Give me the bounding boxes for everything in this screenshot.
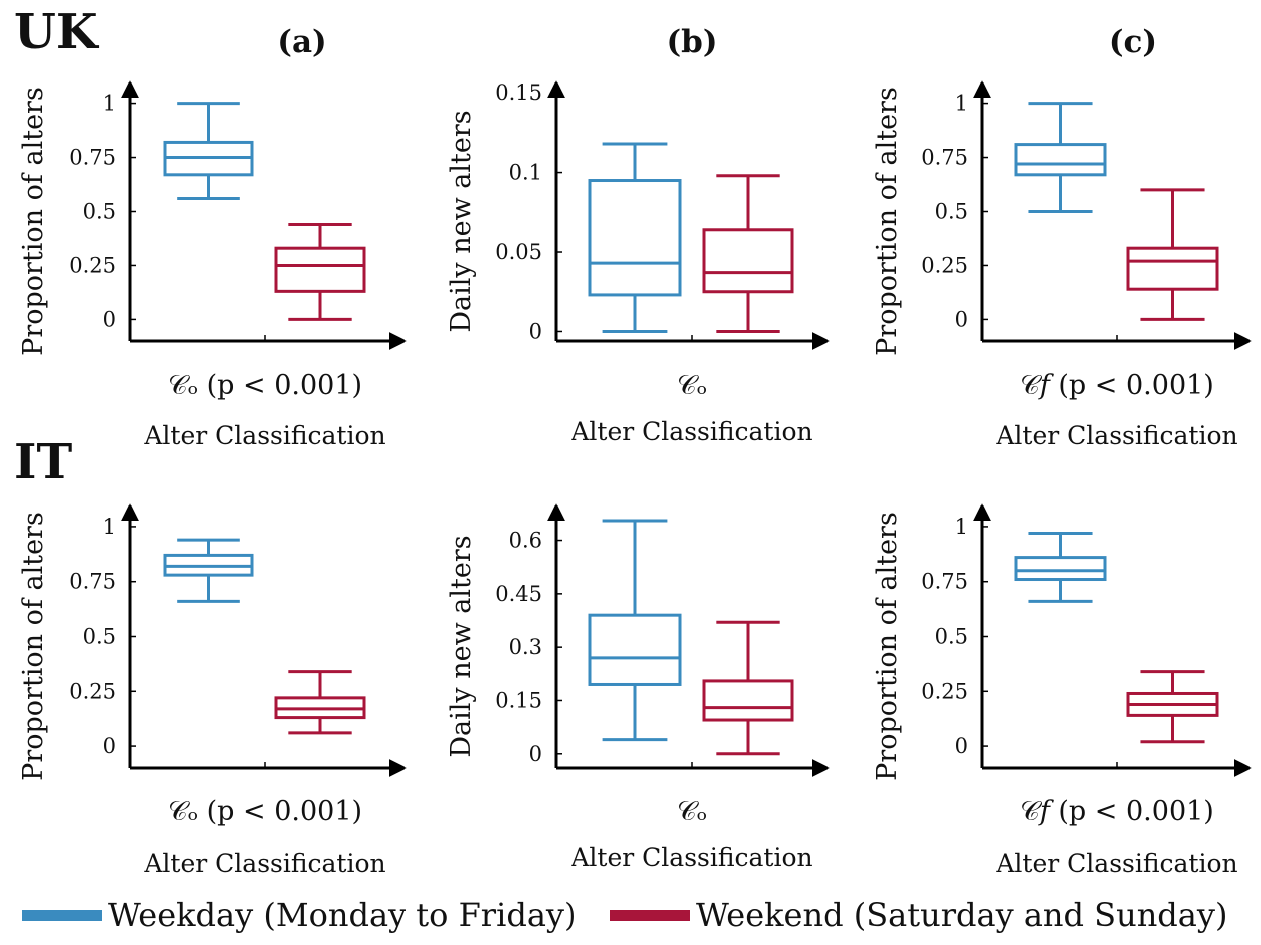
row-label-it: IT <box>14 434 72 490</box>
iqr-box <box>274 246 366 293</box>
y-axis-label: Proportion of alters <box>872 512 903 781</box>
iqr-box <box>1126 246 1219 291</box>
legend: Weekday (Monday to Friday) Weekend (Satu… <box>22 896 1227 934</box>
panel-uk-a: 0 0.25 0.5 0.75 1 Proportion of alters 𝒞ₒ (p <… <box>18 80 407 450</box>
x-axis-label: Alter Classification <box>570 417 812 446</box>
y-tick-label: 1 <box>955 515 968 539</box>
box-weekend <box>274 222 366 321</box>
y-tick-label: 0.75 <box>921 146 968 170</box>
y-tick-label: 0.5 <box>83 625 116 649</box>
y-tick-label: 0.6 <box>509 529 542 553</box>
iqr-box <box>588 613 682 686</box>
y-tick-label: 0.5 <box>935 625 968 649</box>
y-tick-label: 0 <box>529 742 542 766</box>
category-label: 𝒞ₒ <box>677 370 707 401</box>
legend-swatch-weekday <box>22 910 102 921</box>
y-axis-label: Daily new alters <box>446 535 477 757</box>
panel-it-c: 0 0.25 0.5 0.75 1 Proportion of alters 𝒞𝑓 (p <… <box>872 503 1252 878</box>
box-weekend <box>1126 670 1219 744</box>
category-label: 𝒞ₒ <box>677 796 707 827</box>
panel-label-c: (c) <box>1109 24 1157 60</box>
box-weekend <box>274 670 366 735</box>
iqr-box <box>702 679 794 722</box>
y-tick-label: 0.25 <box>921 253 968 277</box>
row-label-uk: UK <box>14 4 100 60</box>
y-tick-label: 0 <box>955 734 968 758</box>
panel-uk-b: 0 0.05 0.1 0.15 Daily new alters 𝒞ₒ Alter Clas… <box>446 80 830 446</box>
y-tick-label: 0.3 <box>509 635 542 659</box>
panel-label-b: (b) <box>666 24 717 60</box>
box-weekend <box>1126 188 1219 321</box>
y-axis-label: Proportion of alters <box>872 87 903 356</box>
y-tick-label: 0 <box>955 307 968 331</box>
y-tick-label: 0.5 <box>935 200 968 224</box>
box-weekday <box>1014 102 1107 213</box>
x-axis-label: Alter Classification <box>143 849 385 878</box>
legend-swatch-weekend <box>610 910 690 921</box>
y-tick-label: 0 <box>529 319 542 343</box>
y-tick-label: 0 <box>103 734 116 758</box>
box-weekday <box>163 538 254 603</box>
y-tick-label: 0.25 <box>69 679 116 703</box>
panel-label-a: (a) <box>277 24 326 60</box>
iqr-box <box>1014 143 1107 177</box>
box-weekend <box>702 620 794 756</box>
y-axis-label: Proportion of alters <box>18 87 49 356</box>
y-tick-label: 0.15 <box>495 688 542 712</box>
y-tick-label: 0.1 <box>509 161 542 185</box>
y-tick-label: 0.75 <box>69 146 116 170</box>
panel-it-a: 0 0.25 0.5 0.75 1 Proportion of alters 𝒞ₒ (p <… <box>18 503 407 878</box>
x-axis-label: Alter Classification <box>995 849 1237 878</box>
panels: 0 0.25 0.5 0.75 1 Proportion of alters 𝒞ₒ (p <… <box>18 80 1252 878</box>
y-tick-label: 0.45 <box>495 582 542 606</box>
panel-it-b: 0 0.15 0.3 0.45 0.6 Daily new alters 𝒞ₒ Alter C… <box>446 503 830 872</box>
legend-label-weekday: Weekday (Monday to Friday) <box>108 896 576 934</box>
iqr-box <box>1014 556 1107 582</box>
y-tick-label: 1 <box>955 92 968 116</box>
y-tick-label: 0.5 <box>83 200 116 224</box>
x-axis-label: Alter Classification <box>143 421 385 450</box>
box-weekday <box>588 519 682 742</box>
category-label: 𝒞ₒ (p < 0.001) <box>168 796 362 827</box>
iqr-box <box>702 228 794 294</box>
x-axis-label: Alter Classification <box>570 843 812 872</box>
y-tick-label: 0 <box>103 307 116 331</box>
category-label: 𝒞ₒ (p < 0.001) <box>168 370 362 401</box>
y-tick-label: 0.05 <box>495 240 542 264</box>
y-tick-label: 0.25 <box>921 679 968 703</box>
panel-uk-c: 0 0.25 0.5 0.75 1 Proportion of alters 𝒞𝑓 (p <… <box>872 80 1252 450</box>
box-weekday <box>163 102 254 201</box>
y-tick-label: 0.15 <box>495 81 542 105</box>
iqr-box <box>588 179 682 297</box>
y-tick-label: 1 <box>103 515 116 539</box>
y-axis-label: Proportion of alters <box>18 512 49 781</box>
y-axis-label: Daily new alters <box>446 110 477 332</box>
y-tick-label: 1 <box>103 92 116 116</box>
box-weekday <box>1014 531 1107 603</box>
legend-label-weekend: Weekend (Saturday and Sunday) <box>696 896 1227 934</box>
category-label: 𝒞𝑓 (p < 0.001) <box>1020 370 1214 401</box>
y-tick-label: 0.25 <box>69 253 116 277</box>
y-tick-label: 0.75 <box>921 570 968 594</box>
x-axis-label: Alter Classification <box>995 421 1237 450</box>
y-tick-label: 0.75 <box>69 570 116 594</box>
box-weekend <box>702 174 794 333</box>
category-label: 𝒞𝑓 (p < 0.001) <box>1020 796 1214 827</box>
box-weekday <box>588 142 682 333</box>
